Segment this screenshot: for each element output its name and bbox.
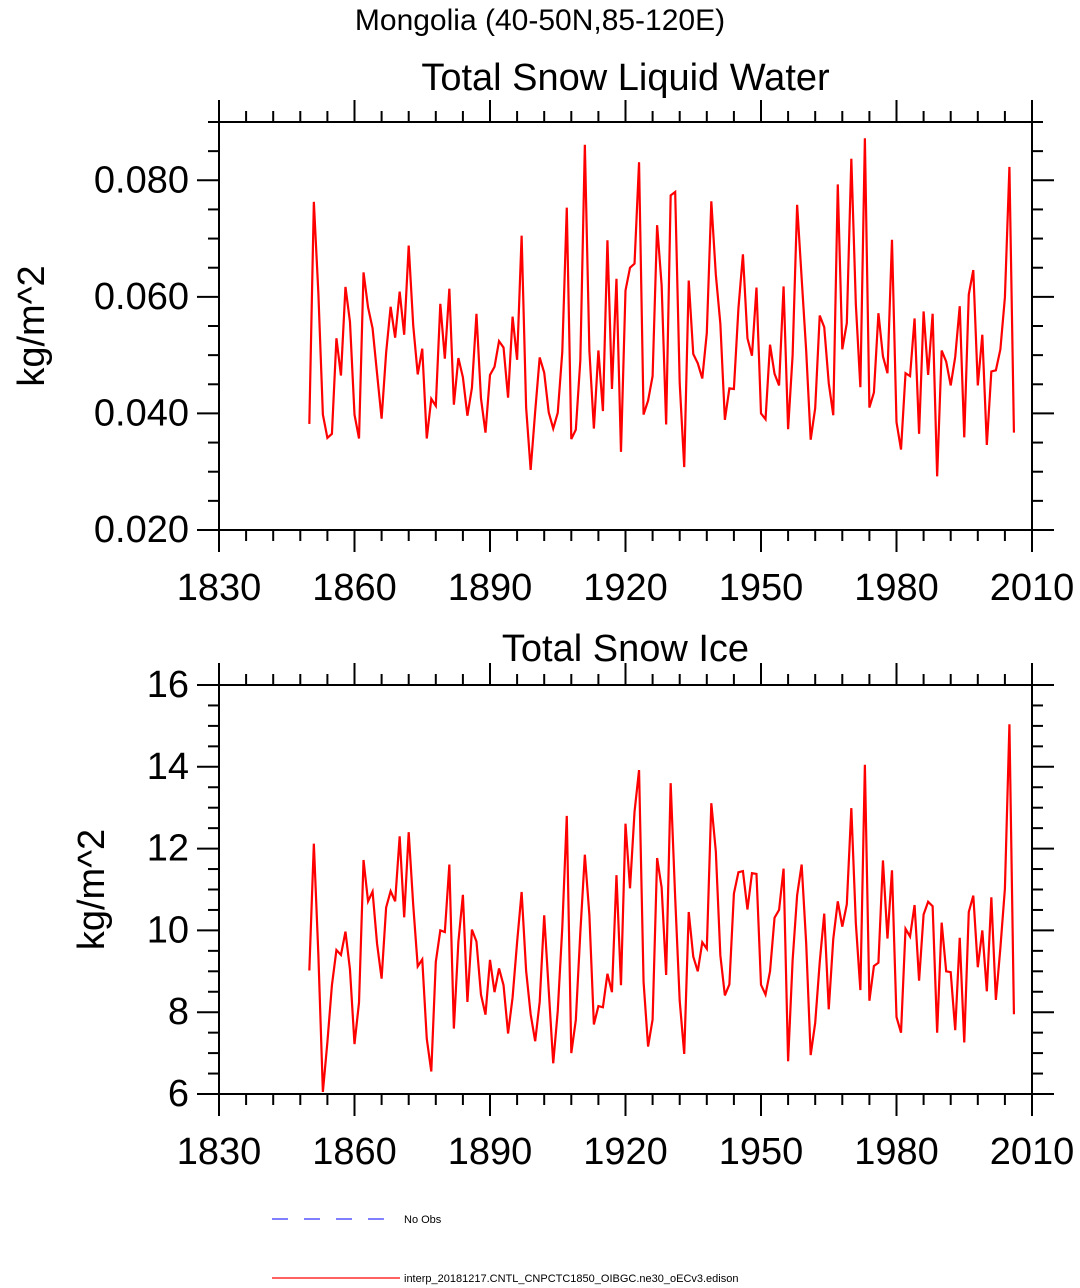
legend-label-no-obs: No Obs xyxy=(404,1214,442,1226)
y-axis-label: kg/m^2 xyxy=(71,829,113,950)
x-tick-label: 1920 xyxy=(583,1131,668,1173)
legend-label-model: interp_20181217.CNTL_CNPCTC1850_OIBGC.ne… xyxy=(404,1273,738,1285)
series-line xyxy=(308,724,1016,1093)
y-tick-label: 0.060 xyxy=(94,276,189,318)
x-tick-label: 1890 xyxy=(448,567,533,609)
y-tick-label: 14 xyxy=(147,746,189,788)
x-tick-label: 1830 xyxy=(177,567,262,609)
figure-suptitle: Mongolia (40-50N,85-120E) xyxy=(355,4,725,37)
series-line xyxy=(308,138,1016,477)
x-tick-label: 2010 xyxy=(990,1131,1075,1173)
y-tick-label: 0.020 xyxy=(94,509,189,551)
x-tick-label: 1860 xyxy=(312,1131,397,1173)
y-axis-label: kg/m^2 xyxy=(11,265,53,386)
y-tick-label: 16 xyxy=(147,664,189,706)
y-tick-label: 8 xyxy=(168,991,189,1033)
x-tick-label: 1890 xyxy=(448,1131,533,1173)
y-tick-label: 0.080 xyxy=(94,159,189,201)
y-tick-label: 12 xyxy=(147,828,189,870)
x-tick-label: 1950 xyxy=(719,1131,804,1173)
x-tick-label: 1950 xyxy=(719,567,804,609)
x-tick-label: 2010 xyxy=(990,567,1075,609)
chart-panel-snow-liquid-water: Total Snow Liquid Water kg/m^2 1830 1860 189… xyxy=(11,57,1074,609)
x-tick-label: 1830 xyxy=(177,1131,262,1173)
y-tick-label: 10 xyxy=(147,909,189,951)
chart-title: Total Snow Liquid Water xyxy=(421,57,830,99)
x-tick-label: 1980 xyxy=(854,1131,939,1173)
y-tick-label: 6 xyxy=(168,1073,189,1115)
x-tick-label: 1860 xyxy=(312,567,397,609)
y-tick-label: 0.040 xyxy=(94,392,189,434)
x-tick-label: 1920 xyxy=(583,567,668,609)
legend: No Obs interp_20181217.CNTL_CNPCTC1850_O… xyxy=(272,1214,738,1285)
plot-frame xyxy=(218,684,1033,1095)
x-tick-label: 1980 xyxy=(854,567,939,609)
